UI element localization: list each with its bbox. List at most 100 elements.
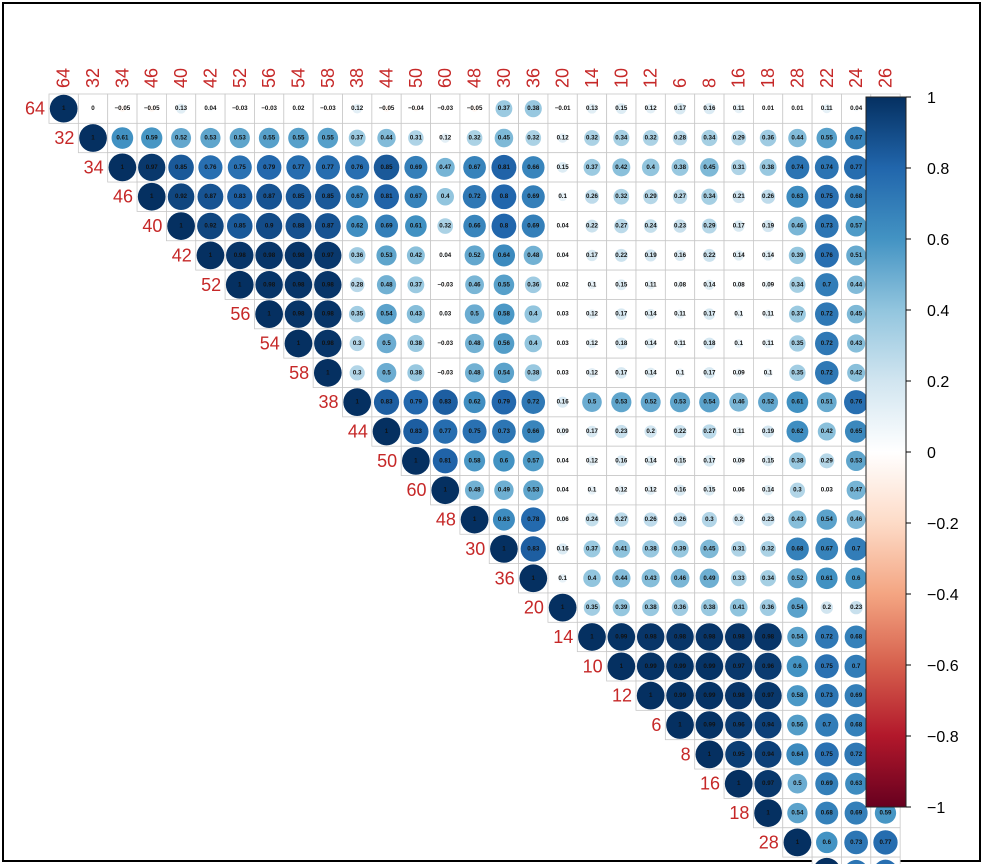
cell-value-8-18: 0.94 [762,751,775,758]
cell-value-50-6: 0.15 [674,457,687,464]
cell-circle-64-40 [176,103,187,114]
cell-circle-22-24 [847,859,866,864]
cell-circle-44-28 [786,420,809,443]
cell-value-34-8: 0.45 [703,164,716,171]
cell-circle-38-22 [816,392,837,413]
cell-circle-56-38 [348,305,366,323]
cell-value-58-16: 0.09 [733,369,746,376]
cell-circle-38-44 [373,389,400,415]
cell-circle-58-18 [763,368,773,378]
cell-circle-36-36 [519,564,548,593]
cell-circle-54-50 [407,334,425,353]
cell-value-46-22: 0.75 [821,193,834,200]
cell-value-38-6: 0.53 [674,399,687,406]
cell-circle-20-6 [671,599,689,616]
cell-value-54-14: 0.12 [586,340,599,347]
cell-circle-64-30 [495,100,513,118]
cell-value-40-58: 0.87 [322,223,335,230]
cell-value-56-38: 0.35 [351,311,364,318]
cell-circle-14-8 [695,623,724,651]
cell-value-30-28: 0.68 [791,545,804,552]
cell-circle-40-38 [346,215,369,238]
cell-value-50-18: 0.15 [762,457,775,464]
cell-value-12-8: 0.99 [703,692,716,699]
cell-circle-60-36 [523,480,544,501]
cell-value-30-36: 0.83 [527,545,540,552]
cell-circle-32-24 [844,126,868,150]
cell-value-42-28: 0.39 [791,252,804,259]
cell-value-10-16: 0.97 [733,663,746,670]
cell-circle-32-48 [466,130,483,146]
cell-circle-52-54 [284,271,313,299]
cell-value-42-36: 0.48 [527,252,540,259]
cell-value-46-44: 0.81 [381,193,394,200]
cell-value-40-44: 0.69 [381,223,394,230]
cell-value-40-14: 0.22 [586,223,599,230]
cell-circle-16-18 [754,770,782,798]
cell-circle-32-40 [171,128,192,149]
cell-circle-60-24 [846,480,866,500]
cell-circle-42-6 [674,249,686,261]
cell-circle-40-18 [762,220,775,233]
cell-value-42-52: 0.98 [234,252,247,259]
cell-value-44-36: 0.66 [527,428,540,435]
cell-circle-64-12 [645,103,656,114]
cell-circle-42-54 [284,241,313,270]
cell-circle-40-58 [314,213,341,240]
cell-value-10-18: 0.96 [762,663,775,670]
cell-circle-44-16 [734,426,744,437]
cell-circle-40-28 [788,216,807,236]
cell-value-32-6: 0.28 [674,135,687,142]
cell-value-10-8: 0.99 [703,663,716,670]
cell-circle-52-24 [846,275,866,294]
cell-circle-46-48 [462,184,487,209]
cell-circle-46-56 [256,183,283,210]
cell-circle-58-22 [815,361,839,385]
cell-circle-58-8 [703,367,716,379]
cell-circle-58-44 [376,363,397,383]
cell-circle-46-36 [521,185,545,209]
cell-value-36-20: 0.1 [558,575,567,582]
column-label-22: 22 [817,68,837,88]
cell-circle-32-60 [440,133,451,143]
cell-circle-50-8 [703,455,716,467]
cell-value-28-22: 0.6 [822,839,831,846]
cell-value-14-16: 0.98 [733,633,746,640]
cell-value-64-28: 0.01 [791,105,804,112]
cell-circle-20-28 [787,597,808,618]
cell-circle-64-50 [413,105,419,112]
cell-value-36-36: 1 [532,575,536,582]
cell-circle-8-16 [725,740,753,768]
cell-value-64-16: 0.11 [733,105,745,112]
cell-circle-52-6 [676,280,684,289]
cell-circle-34-8 [700,158,719,177]
cell-circle-10-10 [607,652,636,681]
cell-circle-52-12 [646,280,656,290]
cell-value-32-36: 0.32 [527,135,540,142]
cell-circle-14-22 [815,625,839,649]
cell-circle-32-32 [79,124,107,152]
cell-value-34-28: 0.74 [791,164,804,171]
cell-circle-64-52 [237,106,243,112]
cell-circle-52-58 [314,271,342,299]
cell-value-48-22: 0.54 [821,516,834,523]
cell-value-44-6: 0.22 [674,428,687,435]
cell-58-38 [342,357,373,388]
legend-tick-label: −0.4 [927,587,959,604]
cell-value-42-54: 0.98 [292,252,305,259]
cell-value-6-22: 0.7 [822,722,831,729]
cell-value-30-6: 0.39 [674,545,687,552]
cell-value-50-8: 0.17 [703,457,716,464]
cell-circle-52-28 [789,276,806,293]
cell-value-44-20: 0.09 [557,428,570,435]
cell-value-14-14: 1 [590,633,594,640]
cell-circle-32-42 [200,127,221,149]
cell-circle-18-18 [754,799,782,827]
cell-value-46-20: 0.1 [558,193,567,200]
cell-value-34-36: 0.66 [527,164,540,171]
cell-circle-50-48 [464,450,486,472]
cell-circle-38-36 [521,390,546,414]
cell-value-54-12: 0.14 [645,340,658,347]
cell-value-36-24: 0.6 [852,575,861,582]
cell-value-40-6: 0.23 [674,223,687,230]
